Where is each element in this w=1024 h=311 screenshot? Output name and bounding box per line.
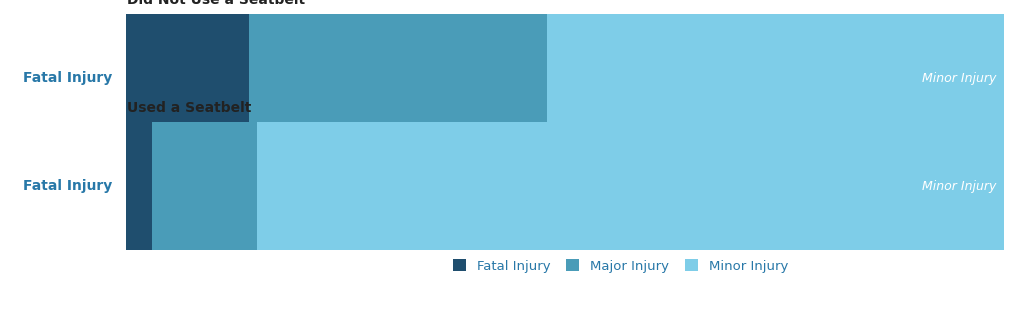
Bar — [257, 122, 1004, 250]
Bar — [126, 122, 153, 250]
Bar — [547, 14, 1004, 142]
Bar — [153, 122, 257, 250]
Bar — [249, 14, 547, 142]
Text: Fatal Injury: Fatal Injury — [24, 179, 113, 193]
Text: Fatal Injury: Fatal Injury — [24, 71, 113, 85]
Text: Used a Seatbelt: Used a Seatbelt — [127, 101, 252, 115]
Bar — [126, 14, 249, 142]
Legend: Fatal Injury, Major Injury, Minor Injury: Fatal Injury, Major Injury, Minor Injury — [447, 254, 794, 278]
Text: Minor Injury: Minor Injury — [923, 72, 996, 85]
Text: Minor Injury: Minor Injury — [923, 180, 996, 193]
Text: Did Not Use a Seatbelt: Did Not Use a Seatbelt — [127, 0, 305, 7]
